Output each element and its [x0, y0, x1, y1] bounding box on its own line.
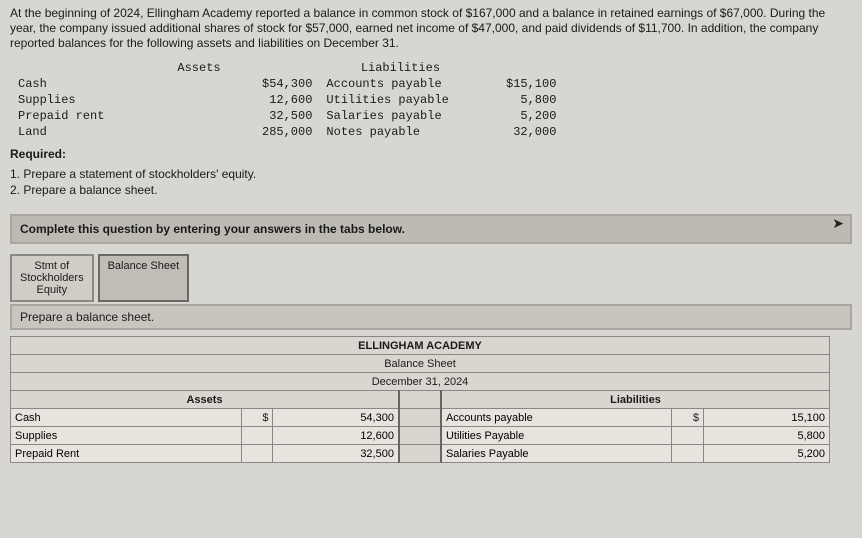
asset-label-input[interactable]	[15, 412, 237, 424]
liab-amount-input[interactable]	[708, 448, 825, 460]
asset-label-input[interactable]	[15, 430, 237, 442]
asset-label: Prepaid rent	[12, 109, 142, 123]
tab-balance-sheet[interactable]: Balance Sheet	[98, 254, 190, 302]
asset-amount-input[interactable]	[277, 448, 393, 460]
sheet-company-title: ELLINGHAM ACADEMY	[11, 337, 830, 355]
asset-amount-input[interactable]	[277, 430, 393, 442]
currency-symbol: $	[672, 409, 703, 427]
sheet-row: $ $	[11, 409, 830, 427]
liab-label: Utilities payable	[320, 93, 480, 107]
liab-amount: $15,100	[482, 77, 562, 91]
liab-label: Accounts payable	[320, 77, 480, 91]
requirement-item: 2. Prepare a balance sheet.	[10, 183, 852, 199]
asset-amount: $54,300	[256, 77, 318, 91]
sheet-date: December 31, 2024	[11, 373, 830, 391]
requirement-item: 1. Prepare a statement of stockholders' …	[10, 167, 852, 183]
asset-label-input[interactable]	[15, 448, 237, 460]
balance-sheet-table: ELLINGHAM ACADEMY Balance Sheet December…	[10, 336, 830, 463]
instruction-bar: Complete this question by entering your …	[10, 214, 852, 244]
asset-label: Land	[12, 125, 142, 139]
liab-label-input[interactable]	[446, 430, 668, 442]
problem-statement: At the beginning of 2024, Ellingham Acad…	[0, 0, 862, 55]
sheet-doc-title: Balance Sheet	[11, 355, 830, 373]
liab-label-input[interactable]	[446, 448, 668, 460]
currency-symbol	[242, 445, 273, 463]
liab-label: Salaries payable	[320, 109, 480, 123]
liab-label-input[interactable]	[446, 412, 668, 424]
required-label: Required:	[0, 143, 862, 165]
liab-amount: 32,000	[482, 125, 562, 139]
asset-amount: 12,600	[256, 93, 318, 107]
asset-amount-input[interactable]	[277, 412, 393, 424]
assets-header: Assets	[144, 61, 254, 75]
asset-amount: 32,500	[256, 109, 318, 123]
currency-symbol	[672, 427, 703, 445]
assets-section-header: Assets	[11, 391, 399, 409]
asset-label: Cash	[12, 77, 142, 91]
currency-symbol	[672, 445, 703, 463]
liab-amount: 5,200	[482, 109, 562, 123]
requirements-list: 1. Prepare a statement of stockholders' …	[0, 165, 862, 204]
asset-amount: 285,000	[256, 125, 318, 139]
liab-amount: 5,800	[482, 93, 562, 107]
asset-label: Supplies	[12, 93, 142, 107]
liabilities-header: Liabilities	[320, 61, 480, 75]
currency-symbol	[242, 427, 273, 445]
prepare-instruction: Prepare a balance sheet.	[10, 304, 852, 330]
given-data-table: Assets Liabilities Cash $54,300 Accounts…	[10, 59, 564, 141]
liab-amount-input[interactable]	[708, 430, 825, 442]
tabs-container: Stmt of Stockholders Equity Balance Shee…	[10, 254, 852, 302]
balance-sheet-area: ELLINGHAM ACADEMY Balance Sheet December…	[10, 336, 852, 463]
problem-text: At the beginning of 2024, Ellingham Acad…	[10, 6, 825, 50]
currency-symbol: $	[242, 409, 273, 427]
liab-label: Notes payable	[320, 125, 480, 139]
liab-amount-input[interactable]	[708, 412, 825, 424]
tab-stmt-stockholders-equity[interactable]: Stmt of Stockholders Equity	[10, 254, 94, 302]
sheet-row	[11, 427, 830, 445]
sheet-row	[11, 445, 830, 463]
liabilities-section-header: Liabilities	[441, 391, 830, 409]
